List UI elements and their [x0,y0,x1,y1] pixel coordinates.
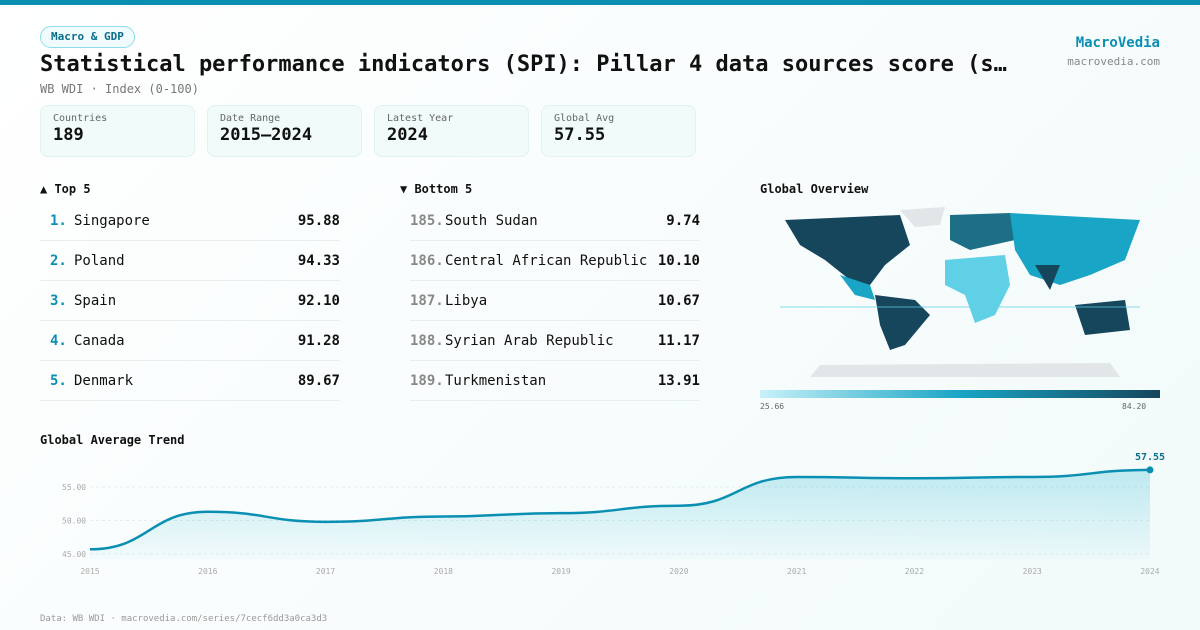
india [1035,265,1060,290]
score-value: 10.10 [657,252,700,269]
x-tick-label: 2015 [80,567,99,576]
x-tick-label: 2024 [1140,567,1159,576]
x-tick-label: 2021 [787,567,806,576]
y-tick-label: 45.00 [62,550,86,559]
x-tick-label: 2022 [905,567,924,576]
rank: 2. [50,252,67,269]
ranking-row[interactable]: 3. Spain 92.10 [40,281,340,321]
ranking-row[interactable]: 186. Central African Republic 10.10 [410,241,700,281]
score-value: 89.67 [297,372,340,389]
rank: 189. [410,372,444,389]
ranking-row[interactable]: 189. Turkmenistan 13.91 [410,361,700,401]
stat-value: 57.55 [554,125,606,145]
rank: 5. [50,372,67,389]
score-value: 91.28 [297,332,340,349]
trend-line [89,468,1151,551]
score-value: 9.74 [666,212,700,229]
x-tick-label: 2017 [316,567,335,576]
ranking-row[interactable]: 2. Poland 94.33 [40,241,340,281]
trend-heading: Global Average Trend [40,433,185,447]
ranking-row[interactable]: 185. South Sudan 9.74 [410,201,700,241]
y-tick-label: 50.00 [62,517,86,526]
stat-value: 189 [53,125,84,145]
north-america [785,215,910,285]
stat-label: Global Avg [554,113,615,124]
europe [950,213,1015,250]
x-tick-label: 2018 [434,567,453,576]
legend-max: 84.20 [1122,402,1147,411]
country-name: Libya [445,292,488,309]
australia [1075,300,1130,335]
stat-global-avg: Global Avg 57.55 [541,105,696,157]
country-name: Spain [74,292,117,309]
data-point [1146,466,1154,474]
rank: 4. [50,332,67,349]
rank: 1. [50,212,67,229]
y-tick-label: 55.00 [62,483,86,492]
country-name: South Sudan [445,212,538,229]
world-map[interactable] [780,205,1140,380]
bottom5-heading: ▼ Bottom 5 [400,182,473,196]
country-name: Poland [74,252,125,269]
score-value: 95.88 [297,212,340,229]
rank: 186. [410,252,444,269]
ranking-row[interactable]: 5. Denmark 89.67 [40,361,340,401]
page-subtitle: WB WDI · Index (0-100) [40,82,199,96]
stat-date-range: Date Range 2015–2024 [207,105,362,157]
africa [945,255,1010,323]
end-value-label: 57.55 [1135,452,1165,463]
country-name: Singapore [74,212,150,229]
trend-chart: 45.00 50.00 55.00 2015 2016 2017 2018 2019 2020 2… [62,452,1165,576]
greenland [900,207,945,227]
stat-label: Countries [53,113,108,124]
brand-logo[interactable]: MacroVedia [1075,35,1160,51]
footer-source: Data: WB WDI · macrovedia.com/series/7ce… [40,614,328,624]
rank: 188. [410,332,444,349]
map-heading: Global Overview [760,182,869,196]
stat-label: Date Range [220,113,281,124]
ranking-row[interactable]: 1. Singapore 95.88 [40,201,340,241]
x-tick-label: 2016 [198,567,217,576]
ranking-row[interactable]: 188. Syrian Arab Republic 11.17 [410,321,700,361]
stat-value: 2015–2024 [220,125,313,145]
score-value: 92.10 [297,292,340,309]
score-value: 10.67 [657,292,700,309]
x-tick-label: 2019 [551,567,570,576]
south-america [875,295,930,350]
ranking-row[interactable]: 187. Libya 10.67 [410,281,700,321]
central-america [840,275,875,300]
page-title: Statistical performance indicators (SPI)… [40,52,1007,77]
trend-area [90,469,1150,560]
asia [1010,213,1140,285]
x-tick-label: 2020 [669,567,688,576]
country-name: Canada [74,332,125,349]
country-name: Turkmenistan [445,372,547,389]
top5-heading: ▲ Top 5 [40,182,91,196]
stat-label: Latest Year [387,113,454,124]
stat-countries: Countries 189 [40,105,195,157]
country-name: Syrian Arab Republic [445,332,614,349]
rank: 185. [410,212,444,229]
score-value: 94.33 [297,252,340,269]
stat-value: 2024 [387,125,428,145]
antarctica [810,363,1120,377]
country-name: Denmark [74,372,134,389]
country-name: Central African Republic [445,252,648,269]
rank: 187. [410,292,444,309]
stat-latest-year: Latest Year 2024 [374,105,529,157]
brand-url[interactable]: macrovedia.com [1067,55,1160,68]
map-color-legend [760,390,1160,398]
score-value: 13.91 [657,372,700,389]
category-tag[interactable]: Macro & GDP [40,26,135,48]
top-accent-bar [0,0,1200,5]
legend-min: 25.66 [760,402,785,411]
ranking-row[interactable]: 4. Canada 91.28 [40,321,340,361]
score-value: 11.17 [657,332,700,349]
rank: 3. [50,292,67,309]
x-tick-label: 2023 [1023,567,1042,576]
